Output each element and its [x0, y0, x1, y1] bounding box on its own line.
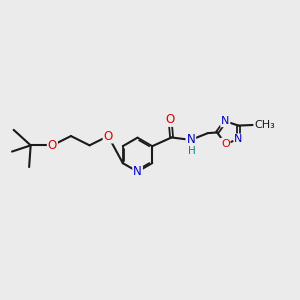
Text: N: N — [186, 134, 195, 146]
Text: O: O — [165, 113, 175, 126]
Text: N: N — [221, 116, 230, 126]
Text: N: N — [234, 134, 243, 144]
Text: O: O — [221, 139, 230, 149]
Text: O: O — [48, 139, 57, 152]
Text: H: H — [188, 146, 195, 156]
Text: N: N — [133, 165, 142, 178]
Text: O: O — [103, 130, 113, 142]
Text: CH₃: CH₃ — [254, 120, 275, 130]
